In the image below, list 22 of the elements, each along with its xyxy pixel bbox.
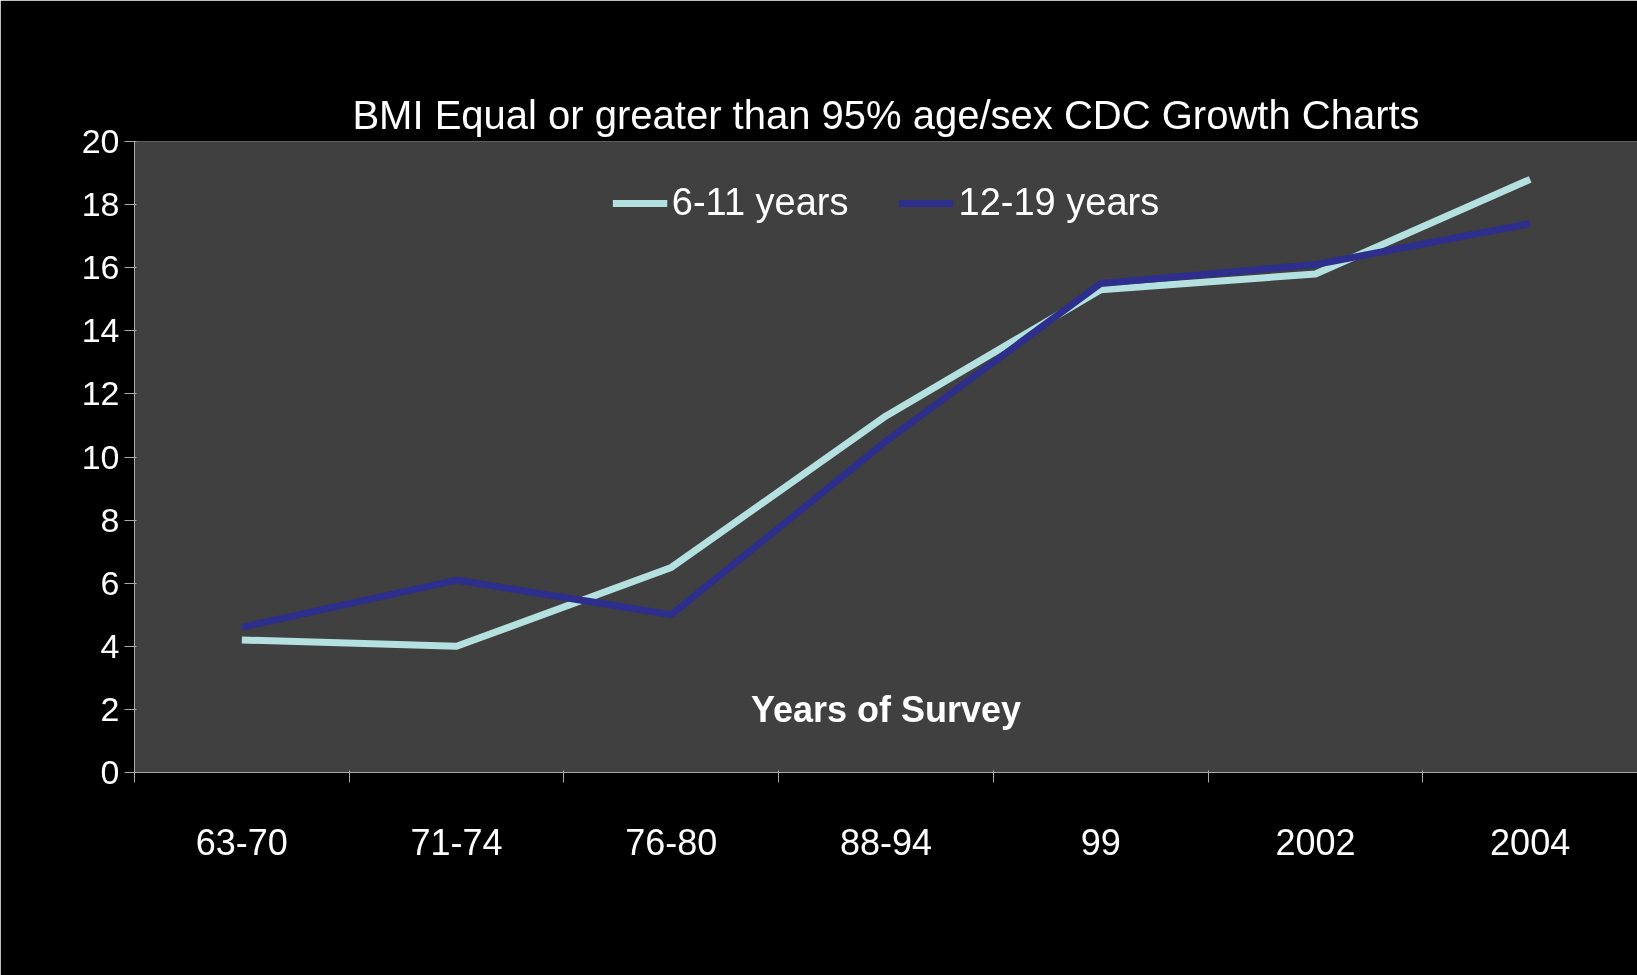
x-axis-title: Years of Survey	[750, 688, 1022, 730]
y-tick-label: 8	[100, 500, 120, 539]
x-tick-label: 63-70	[195, 821, 288, 863]
x-tick-label: 76-80	[625, 821, 718, 863]
y-tick-label: 20	[81, 122, 120, 160]
y-tick-label: 0	[100, 753, 120, 791]
x-tick-label: 99	[1080, 821, 1121, 863]
y-tick-label: 10	[81, 437, 120, 476]
x-tick-label: 88-94	[839, 821, 933, 863]
x-tick-label: 71-74	[410, 821, 503, 863]
legend-label: 6-11 years	[671, 181, 849, 224]
y-tick-label: 2	[100, 689, 120, 728]
legend-label: 12-19 years	[958, 181, 1160, 224]
y-tick-label: 4	[100, 626, 120, 665]
y-tick-label: 18	[81, 185, 120, 224]
y-tick-label: 16	[81, 248, 120, 287]
x-tick-label: 2004	[1490, 821, 1571, 863]
chart-title: BMI Equal or greater than 95% age/sex CDC Growth Charts	[352, 92, 1420, 137]
y-tick-label: 12	[81, 374, 120, 413]
y-tick-label: 14	[81, 311, 120, 350]
y-tick-label: 6	[100, 563, 120, 602]
x-tick-label: 2002	[1275, 821, 1356, 863]
